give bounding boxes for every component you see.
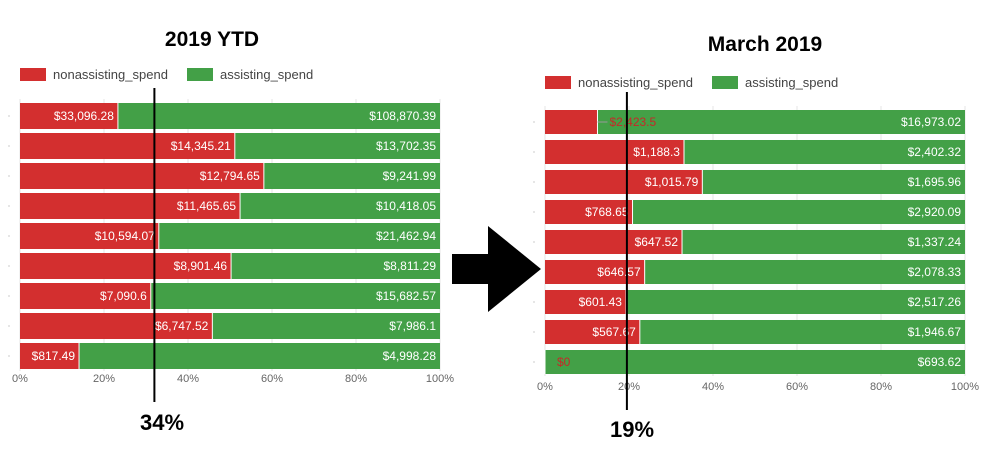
data-label-nonassisting: $33,096.28 xyxy=(54,109,114,123)
bar-assisting xyxy=(682,230,965,254)
threshold-marker-label: 34% xyxy=(140,410,184,435)
legend-swatch-assisting-spend xyxy=(712,76,738,89)
bar-nonassisting xyxy=(545,110,598,134)
bar-nonassisting xyxy=(20,283,151,309)
legend-label-nonassisting-spend: nonassisting_spend xyxy=(53,67,168,82)
bar-assisting xyxy=(212,313,440,339)
bar-nonassisting xyxy=(545,320,640,344)
bar-nonassisting xyxy=(20,223,159,249)
threshold-marker-label: 19% xyxy=(610,417,654,442)
bar-assisting xyxy=(117,103,440,129)
right-arrow-icon xyxy=(452,226,541,312)
data-label-assisting: $693.62 xyxy=(918,355,962,369)
bar-nonassisting xyxy=(20,253,232,279)
data-label-assisting: $13,702.35 xyxy=(376,139,436,153)
x-tick-label: 40% xyxy=(702,381,724,393)
data-label-nonassisting: $0 xyxy=(557,355,571,369)
bar-nonassisting xyxy=(545,140,684,164)
legend-label-nonassisting-spend: nonassisting_spend xyxy=(578,75,693,90)
data-label-nonassisting: $2,423.5 xyxy=(609,115,656,129)
bar-nonassisting xyxy=(20,343,80,369)
chart-title: 2019 YTD xyxy=(165,28,259,51)
data-label-assisting: $21,462.94 xyxy=(376,229,436,243)
x-tick-label: 60% xyxy=(261,373,283,385)
data-label-assisting: $8,811.29 xyxy=(384,259,437,273)
bar-assisting xyxy=(240,193,440,219)
data-label-assisting: $4,998.28 xyxy=(383,349,437,363)
data-label-assisting: $108,870.39 xyxy=(369,109,436,123)
bar-assisting xyxy=(639,320,965,344)
x-tick-label: 0% xyxy=(537,381,553,393)
x-tick-label: 0% xyxy=(12,373,28,385)
data-label-nonassisting: $646.57 xyxy=(597,265,641,279)
x-tick-label: 80% xyxy=(870,381,892,393)
x-tick-label: 60% xyxy=(786,381,808,393)
bar-nonassisting xyxy=(20,313,213,339)
data-label-assisting: $1,337.24 xyxy=(908,235,962,249)
data-label-nonassisting: $1,015.79 xyxy=(645,175,699,189)
bar-assisting xyxy=(644,260,965,284)
data-label-assisting: $10,418.05 xyxy=(376,199,436,213)
x-tick-label: 80% xyxy=(345,373,367,385)
bar-assisting xyxy=(234,133,440,159)
bar-nonassisting xyxy=(20,133,235,159)
bar-nonassisting xyxy=(20,103,118,129)
legend-label-assisting-spend: assisting_spend xyxy=(220,67,313,82)
chart-panel-march: March 2019 nonassisting_spend assisting_sp… xyxy=(533,33,979,442)
bar-assisting xyxy=(263,163,440,189)
x-tick-label: 20% xyxy=(618,381,640,393)
data-label-assisting: $7,986.1 xyxy=(389,319,436,333)
data-label-nonassisting: $7,090.6 xyxy=(100,289,147,303)
legend-swatch-nonassisting-spend xyxy=(545,76,571,89)
legend-label-assisting-spend: assisting_spend xyxy=(745,75,838,90)
data-label-nonassisting: $567.67 xyxy=(592,325,636,339)
bar-nonassisting xyxy=(545,200,633,224)
data-label-nonassisting: $10,594.07 xyxy=(95,229,155,243)
data-label-nonassisting: $1,188.3 xyxy=(633,145,680,159)
x-tick-label: 20% xyxy=(93,373,115,385)
data-label-nonassisting: $601.43 xyxy=(579,295,623,309)
chart-title: March 2019 xyxy=(708,33,822,56)
x-tick-label: 100% xyxy=(951,381,979,393)
data-label-assisting: $2,517.26 xyxy=(908,295,962,309)
bar-nonassisting xyxy=(545,290,626,314)
bar-assisting xyxy=(79,343,440,369)
data-label-nonassisting: $14,345.21 xyxy=(171,139,231,153)
legend-swatch-assisting-spend xyxy=(187,68,213,81)
data-label-nonassisting: $12,794.65 xyxy=(200,169,260,183)
bar-assisting xyxy=(150,283,440,309)
legend-swatch-nonassisting-spend xyxy=(20,68,46,81)
data-label-assisting: $1,946.67 xyxy=(908,325,962,339)
data-label-assisting: $1,695.96 xyxy=(908,175,962,189)
data-label-assisting: $2,078.33 xyxy=(908,265,962,279)
data-label-nonassisting: $817.49 xyxy=(32,349,76,363)
bar-assisting xyxy=(158,223,441,249)
bar-nonassisting xyxy=(545,230,683,254)
data-label-nonassisting: $768.65 xyxy=(585,205,629,219)
data-label-nonassisting: $6,747.52 xyxy=(155,319,209,333)
bar-assisting xyxy=(632,200,965,224)
data-label-assisting: $2,402.32 xyxy=(908,145,962,159)
bar-nonassisting xyxy=(20,193,241,219)
bar-assisting xyxy=(545,350,965,374)
data-label-assisting: $15,682.57 xyxy=(376,289,436,303)
data-label-assisting: $2,920.09 xyxy=(908,205,962,219)
bar-assisting xyxy=(625,290,965,314)
x-tick-label: 100% xyxy=(426,373,454,385)
bar-nonassisting xyxy=(545,260,645,284)
bar-assisting xyxy=(597,110,965,134)
data-label-nonassisting: $8,901.46 xyxy=(174,259,228,273)
data-label-assisting: $9,241.99 xyxy=(383,169,437,183)
bar-nonassisting xyxy=(20,163,264,189)
data-label-nonassisting: $11,465.65 xyxy=(177,199,236,213)
bar-assisting xyxy=(683,140,965,164)
bar-nonassisting xyxy=(545,170,703,194)
bar-assisting xyxy=(231,253,440,279)
chart-panel-ytd: 2019 YTD nonassisting_spend assisting_spen… xyxy=(8,28,454,435)
data-label-assisting: $16,973.02 xyxy=(901,115,961,129)
data-label-nonassisting: $647.52 xyxy=(635,235,679,249)
x-tick-label: 40% xyxy=(177,373,199,385)
bar-assisting xyxy=(702,170,965,194)
